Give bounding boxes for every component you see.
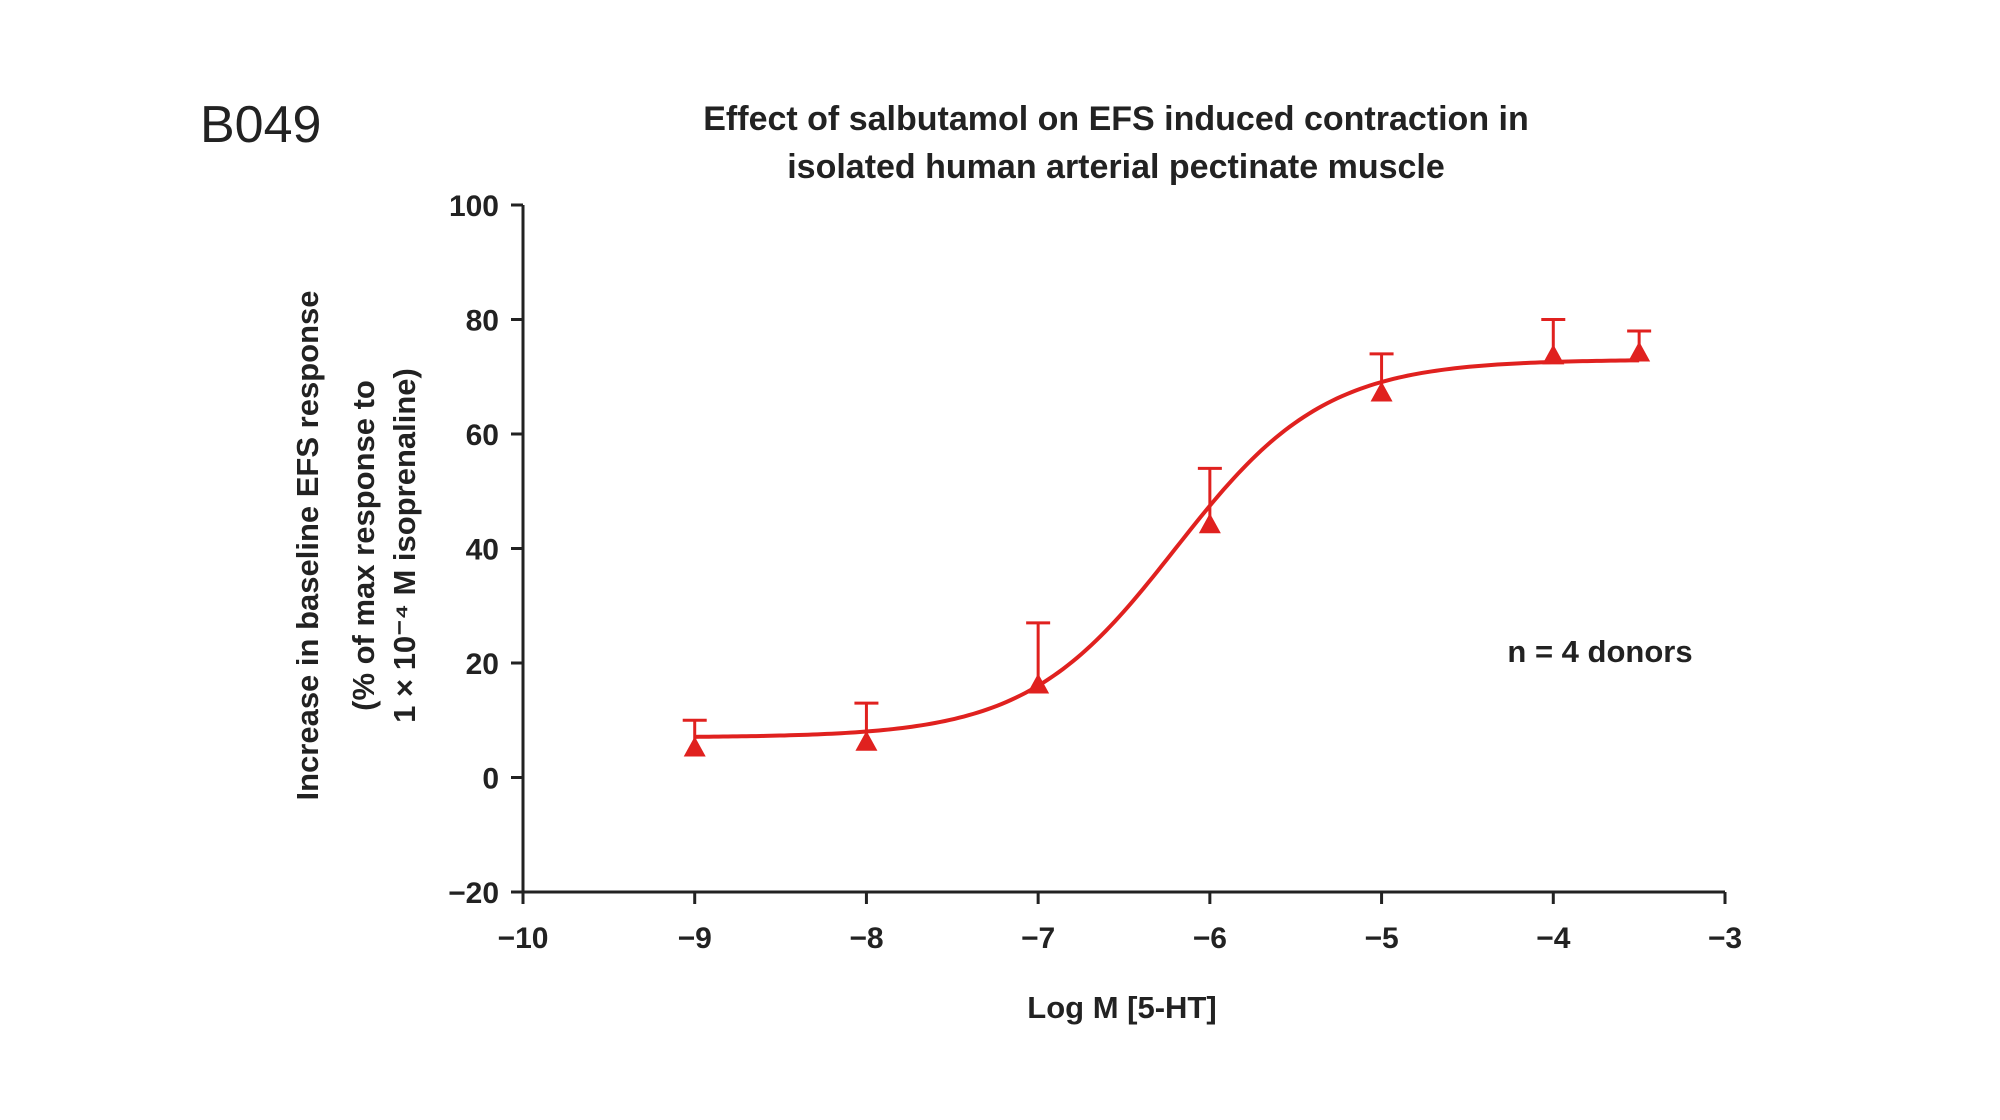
x-tick-label: −6	[1193, 922, 1227, 955]
x-tick-label: −9	[678, 922, 712, 955]
chart-title: Effect of salbutamol on EFS induced cont…	[703, 100, 1529, 186]
fit-curve	[694, 358, 1640, 739]
y-tick-label: 0	[482, 763, 499, 796]
y-tick-label: 60	[466, 419, 499, 452]
panel-label: B049	[200, 96, 322, 154]
chart-title-line: isolated human arterial pectinate muscle	[787, 148, 1445, 186]
fit-curve-group	[694, 358, 1640, 739]
data-point-marker	[683, 736, 706, 757]
data-point-marker	[855, 730, 878, 751]
data-series-group	[682, 318, 1652, 757]
y-axis-label-line: (% of max response to	[346, 380, 381, 711]
data-point-marker	[1027, 673, 1050, 694]
y-tick-label: −20	[448, 877, 499, 910]
y-tick-label: 20	[466, 648, 499, 681]
data-point-marker	[1628, 341, 1651, 362]
y-tick-label: 40	[466, 534, 499, 567]
sample-size-annotation: n = 4 donors	[1507, 634, 1692, 669]
x-tick-label: −8	[849, 922, 883, 955]
data-point-marker	[1542, 344, 1565, 365]
x-axis-label: Log M [5-HT]	[1027, 990, 1216, 1025]
y-tick-label: 100	[449, 190, 499, 223]
chart-axes: −20 0 20 40 60 80 100 −10 −9 −8 −7 −6 −5 −4 −3	[448, 190, 1742, 955]
axis-labels: Log M [5-HT] Increase in baseline EFS res…	[290, 290, 1693, 1025]
x-tick-label: −7	[1021, 922, 1055, 955]
data-point-marker	[1370, 381, 1393, 402]
y-axis-label-line: Increase in baseline EFS response	[290, 290, 325, 800]
y-tick-label: 80	[466, 305, 499, 338]
chart-title-line: Effect of salbutamol on EFS induced cont…	[703, 100, 1529, 138]
data-point-marker	[1198, 513, 1221, 534]
x-tick-label: −4	[1536, 922, 1571, 955]
x-tick-label: −5	[1364, 922, 1398, 955]
x-tick-label: −3	[1708, 922, 1742, 955]
y-axis-label-line: 1 × 10⁻⁴ M isoprenaline)	[387, 368, 422, 723]
x-tick-label: −10	[498, 922, 549, 955]
